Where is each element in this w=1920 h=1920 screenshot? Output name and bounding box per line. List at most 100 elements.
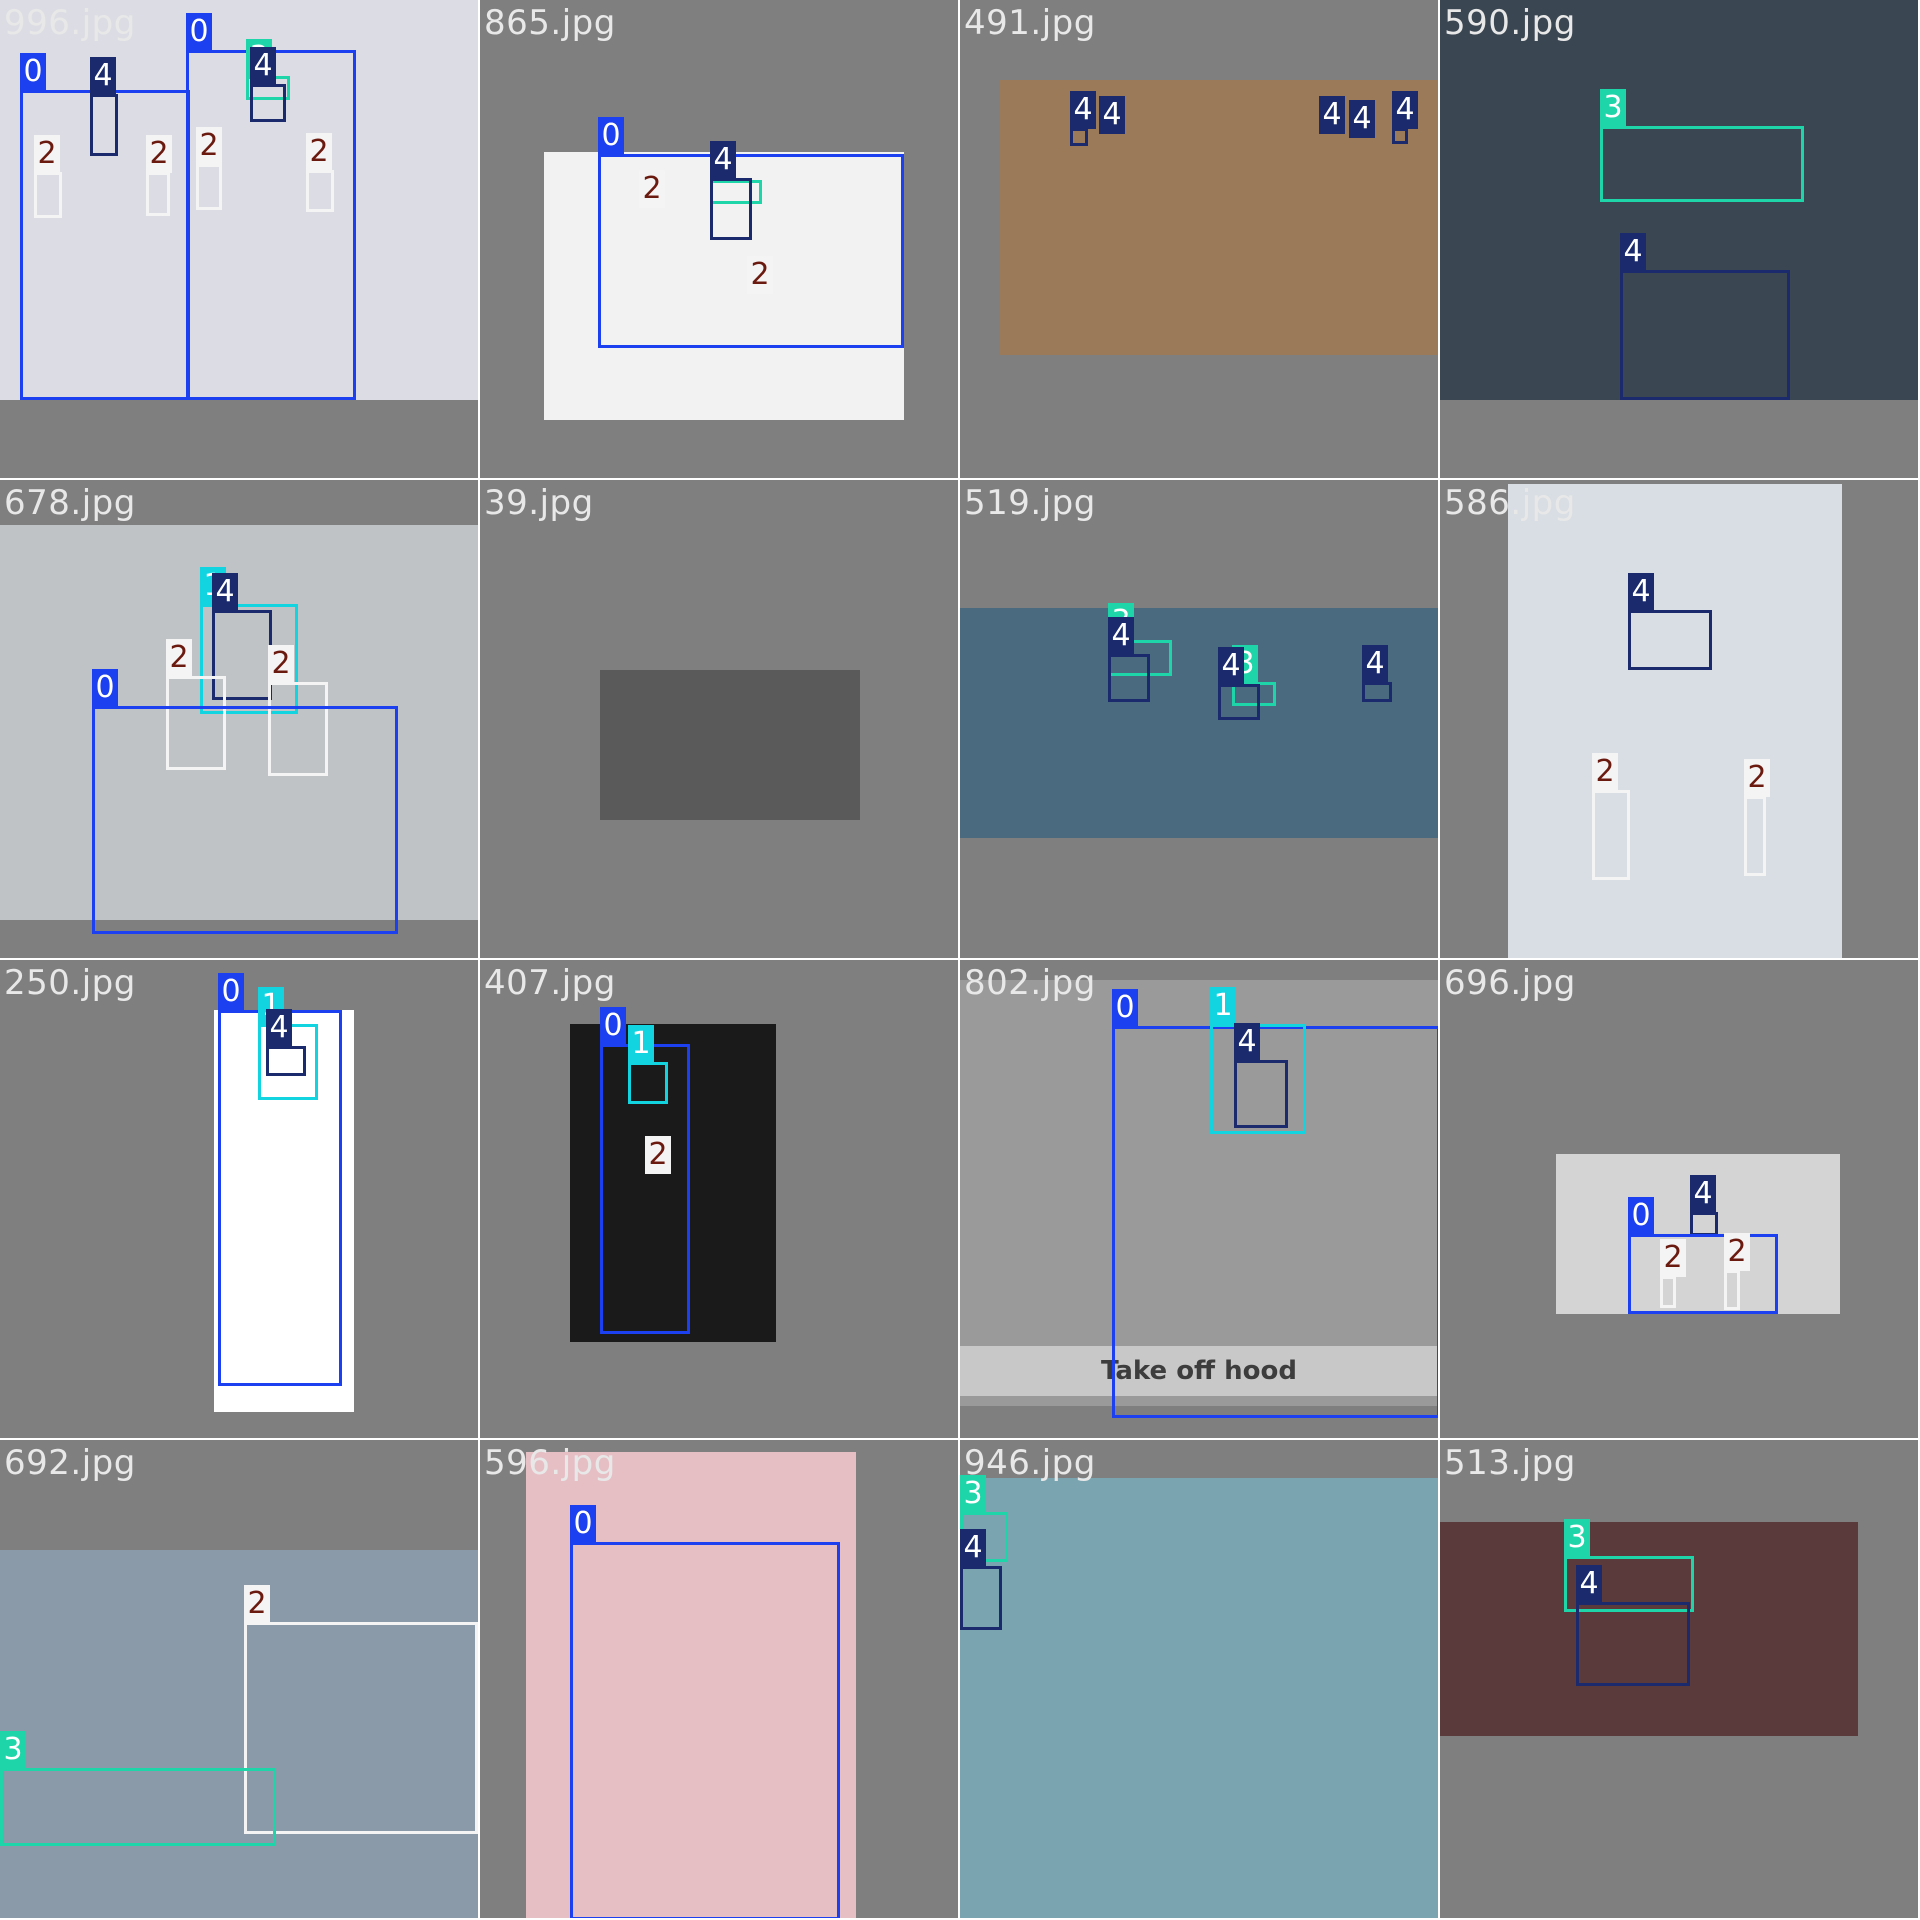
bbox-class-2: 2 [268, 645, 328, 776]
mosaic-tile: 586.jpg 4 2 2 [1440, 480, 1920, 960]
mosaic-tile: 692.jpg 2 3 [0, 1440, 480, 1920]
bbox-label: 4 [1319, 96, 1345, 134]
bbox-class-3: 3 [1600, 89, 1804, 202]
mosaic-tile: 996.jpg003442222 [0, 0, 480, 480]
bbox-class-2: 2 [166, 639, 226, 770]
bbox-class-4: 4 [1218, 647, 1260, 720]
tile-photo [1508, 484, 1842, 958]
mosaic-tile: 696.jpg 4 0 2 2 [1440, 960, 1920, 1440]
mosaic-tile: 946.jpg 3 4 [960, 1440, 1440, 1920]
bbox-label: 4 [1108, 617, 1134, 655]
tile-photo [960, 1478, 1438, 1918]
bbox-label: 0 [1628, 1197, 1654, 1235]
tile-filename: 678.jpg [4, 483, 136, 523]
bbox-label: 4 [1099, 96, 1125, 134]
bbox-class-4: 4 [250, 47, 286, 122]
tile-filename: 596.jpg [484, 1443, 616, 1483]
bbox-class-2: 2 [306, 133, 334, 212]
mosaic-tile: 250.jpg 0 1 4 [0, 960, 480, 1440]
bbox-label: 4 [212, 573, 238, 611]
bbox-label: 2 [166, 639, 192, 677]
bbox-label: 4 [250, 47, 276, 85]
bbox-label: 2 [146, 135, 172, 173]
tile-filename: 250.jpg [4, 963, 136, 1003]
bbox-label: 4 [1620, 233, 1646, 271]
tile-photo [600, 670, 860, 820]
bbox-label: 2 [639, 170, 665, 208]
bbox-class-3: 3 [1564, 1519, 1694, 1612]
bbox-label: 4 [960, 1529, 986, 1567]
bbox-label: 3 [1564, 1519, 1590, 1557]
tile-filename: 946.jpg [964, 1443, 1096, 1483]
bbox-label: 4 [1576, 1565, 1602, 1603]
bbox-class-0: 0 [570, 1505, 840, 1918]
mosaic-tile: Take off hood 802.jpg 0 1 4 [960, 960, 1440, 1440]
bbox-label: 0 [570, 1505, 596, 1543]
mosaic-tile: 590.jpg 3 4 [1440, 0, 1920, 480]
tile-photo [960, 608, 1438, 838]
bbox-label: 0 [218, 973, 244, 1011]
bbox-class-2: 2 [1724, 1233, 1750, 1310]
bbox-class-0: 0 [1112, 989, 1438, 1418]
bbox-label: 0 [186, 13, 212, 51]
bbox-label: 4 [1234, 1023, 1260, 1061]
tile-photo [0, 0, 478, 400]
bbox-class-4: 4 [1620, 233, 1790, 400]
mosaic-tile: 39.jpg [480, 480, 960, 960]
tile-filename: 513.jpg [1444, 1443, 1576, 1483]
bbox-label: 4 [710, 141, 736, 179]
bbox-class-4: 4 [1362, 645, 1392, 702]
tile-filename: 590.jpg [1444, 3, 1576, 43]
mosaic-tile: 678.jpg14220 [0, 480, 480, 960]
mosaic-tile: 865.jpg03422 [480, 0, 960, 480]
bbox-label: 2 [34, 135, 60, 173]
bbox-class-2: 2 [34, 135, 62, 218]
mosaic-tile: 491.jpg 4 4 4 4 4 [960, 0, 1440, 480]
bbox-label: 2 [1592, 753, 1618, 791]
tile-filename: 491.jpg [964, 3, 1096, 43]
tile-filename: 692.jpg [4, 1443, 136, 1483]
tile-filename: 996.jpg [4, 3, 136, 43]
tile-filename: 865.jpg [484, 3, 616, 43]
bbox-class-4: 4 [1108, 617, 1150, 702]
bbox-label: 2 [1660, 1239, 1686, 1277]
bbox-label: 2 [645, 1136, 671, 1174]
bbox-label: 0 [20, 53, 46, 91]
bbox-class-4: 4 [1690, 1175, 1718, 1236]
tile-photo [960, 980, 1438, 1406]
bbox-label: 2 [306, 133, 332, 171]
bbox-label: 0 [92, 669, 118, 707]
bbox-class-4: 4 [1070, 91, 1096, 146]
bbox-label: 4 [1690, 1175, 1716, 1213]
bbox-label: 0 [1112, 989, 1138, 1027]
bbox-class-2: 2 [1744, 759, 1770, 876]
tile-filename: 39.jpg [484, 483, 594, 523]
bbox-class-2: 2 [1592, 753, 1630, 880]
tile-filename: 407.jpg [484, 963, 616, 1003]
tile-photo [570, 1024, 776, 1342]
bbox-class-0: 0 [92, 669, 398, 934]
bbox-label: 3 [1600, 89, 1626, 127]
bbox-class-3: 3 [0, 1731, 276, 1846]
bbox-label: 4 [1218, 647, 1244, 685]
photo-caption: Take off hood [960, 1346, 1438, 1396]
bbox-class-4: 4 [1234, 1023, 1288, 1128]
bbox-label: 2 [244, 1585, 270, 1623]
bbox-class-0: 0 [598, 117, 904, 348]
bbox-class-4: 4 [90, 57, 118, 156]
bbox-class-2: 2 [244, 1585, 478, 1834]
bbox-label: 0 [600, 1007, 626, 1045]
bbox-label: 4 [1070, 91, 1096, 129]
bbox-class-4: 4 [1392, 91, 1418, 144]
bbox-class-4: 4 [1628, 573, 1712, 670]
bbox-class-2: 2 [196, 127, 222, 210]
bbox-class-4: 4 [960, 1529, 1002, 1630]
tile-photo [544, 152, 904, 420]
tile-photo [214, 1010, 354, 1412]
bbox-label: 4 [1392, 91, 1418, 129]
bbox-class-4: 4 [710, 141, 752, 240]
bbox-label: 2 [268, 645, 294, 683]
mosaic-tile: 596.jpg 0 [480, 1440, 960, 1920]
bbox-label: 1 [628, 1025, 654, 1063]
mosaic-tile: 519.jpg33444 [960, 480, 1440, 960]
